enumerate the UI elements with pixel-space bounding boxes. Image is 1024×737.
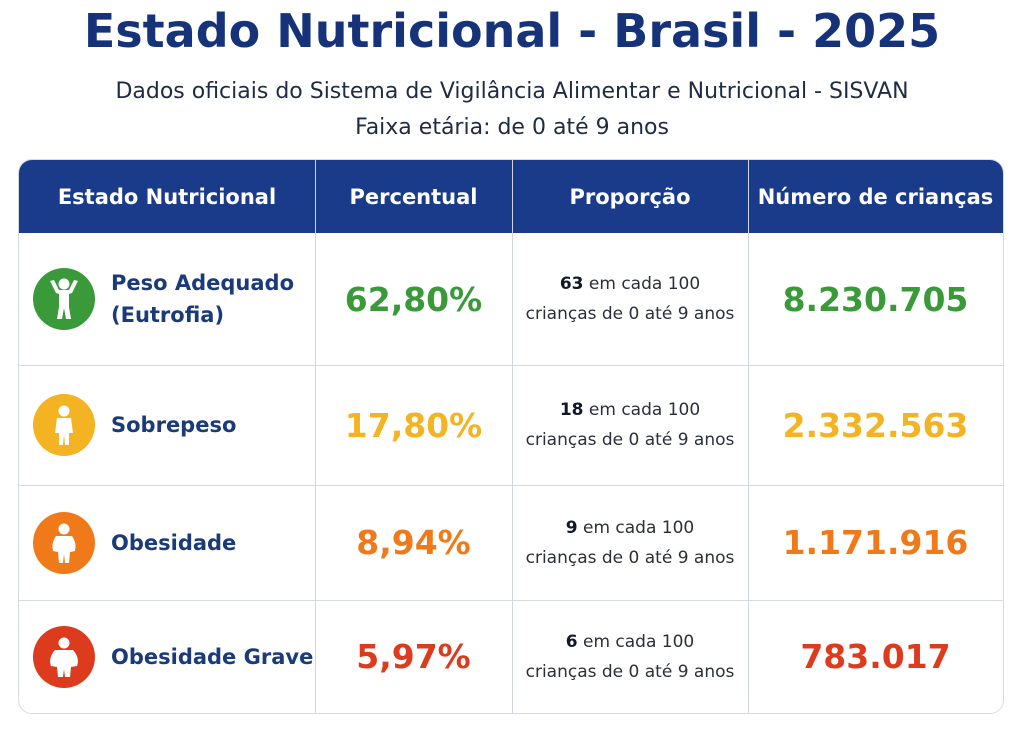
proportion-text: 63 em cada 100 crianças de 0 até 9 anos bbox=[526, 269, 735, 329]
row-divider bbox=[19, 600, 1003, 601]
page-title: Estado Nutricional - Brasil - 2025 bbox=[83, 4, 941, 58]
percent-cell: 62,80% bbox=[315, 233, 512, 365]
proportion-cell: 18 em cada 100 crianças de 0 até 9 anos bbox=[512, 365, 748, 485]
proportion-count: 63 bbox=[559, 274, 584, 294]
proportion-line2: crianças de 0 até 9 anos bbox=[525, 547, 735, 568]
count-cell: 1.171.916 bbox=[748, 485, 1003, 600]
percent-cell: 8,94% bbox=[315, 485, 512, 600]
nutrition-table: Estado Nutricional Percentual Proporção … bbox=[18, 159, 1004, 714]
column-header-count: Número de crianças bbox=[757, 184, 994, 209]
proportion-text: 6 em cada 100 crianças de 0 até 9 anos bbox=[526, 627, 735, 687]
percent-value: 62,80% bbox=[344, 279, 483, 319]
child-arms-up-icon bbox=[33, 268, 95, 330]
row-divider bbox=[19, 485, 1003, 486]
proportion-count: 18 bbox=[559, 400, 584, 420]
child-icon bbox=[33, 394, 95, 456]
subtitle-age-range: Faixa etária: de 0 até 9 anos bbox=[355, 115, 669, 140]
proportion-line2: crianças de 0 até 9 anos bbox=[525, 304, 735, 324]
column-header-proportion: Proporção bbox=[569, 184, 691, 209]
proportion-rest: em cada 100 bbox=[583, 400, 701, 420]
child-very-heavy-icon bbox=[33, 625, 95, 688]
status-label-line1: Sobrepeso bbox=[111, 413, 237, 437]
status-cell: Peso Adequado (Eutrofia) bbox=[19, 233, 315, 365]
children-count: 2.332.563 bbox=[782, 405, 969, 445]
count-cell: 8.230.705 bbox=[748, 233, 1003, 365]
status-cell: Sobrepeso bbox=[19, 365, 315, 485]
status-label: Obesidade bbox=[111, 527, 236, 559]
children-count: 8.230.705 bbox=[782, 279, 969, 319]
percent-value: 17,80% bbox=[344, 405, 483, 445]
proportion-line2: crianças de 0 até 9 anos bbox=[525, 430, 735, 450]
proportion-cell: 9 em cada 100 crianças de 0 até 9 anos bbox=[512, 485, 748, 600]
proportion-count: 9 bbox=[565, 517, 578, 538]
column-divider bbox=[512, 160, 513, 713]
proportion-rest: em cada 100 bbox=[577, 517, 695, 538]
status-label: Peso Adequado (Eutrofia) bbox=[111, 267, 294, 331]
proportion-count: 6 bbox=[565, 631, 578, 652]
count-cell: 2.332.563 bbox=[748, 365, 1003, 485]
status-cell: Obesidade bbox=[19, 485, 315, 600]
status-label: Sobrepeso bbox=[111, 409, 236, 441]
subtitle-source: Dados oficiais do Sistema de Vigilância … bbox=[115, 79, 909, 104]
child-heavy-icon bbox=[33, 511, 95, 574]
proportion-rest: em cada 100 bbox=[577, 631, 695, 652]
percent-cell: 5,97% bbox=[315, 600, 512, 713]
status-label: Obesidade Grave bbox=[111, 641, 313, 673]
proportion-line2: crianças de 0 até 9 anos bbox=[525, 661, 735, 682]
children-count: 1.171.916 bbox=[782, 523, 969, 562]
column-divider bbox=[315, 160, 316, 713]
column-header-status: Estado Nutricional bbox=[57, 184, 277, 209]
proportion-text: 9 em cada 100 crianças de 0 até 9 anos bbox=[526, 513, 735, 573]
count-cell: 783.017 bbox=[748, 600, 1003, 713]
proportion-rest: em cada 100 bbox=[583, 274, 701, 294]
percent-value: 5,97% bbox=[356, 637, 471, 676]
status-label-line2: (Eutrofia) bbox=[111, 303, 225, 327]
proportion-cell: 63 em cada 100 crianças de 0 até 9 anos bbox=[512, 233, 748, 365]
children-count: 783.017 bbox=[800, 637, 951, 676]
proportion-text: 18 em cada 100 crianças de 0 até 9 anos bbox=[526, 395, 735, 455]
status-label-line1: Obesidade bbox=[111, 530, 237, 555]
status-label-line1: Obesidade Grave bbox=[111, 644, 314, 669]
column-divider bbox=[748, 160, 749, 713]
percent-cell: 17,80% bbox=[315, 365, 512, 485]
table-header: Estado Nutricional Percentual Proporção … bbox=[19, 160, 1003, 233]
percent-value: 8,94% bbox=[356, 523, 471, 562]
proportion-cell: 6 em cada 100 crianças de 0 até 9 anos bbox=[512, 600, 748, 713]
column-header-percent: Percentual bbox=[349, 184, 478, 209]
status-label-line1: Peso Adequado bbox=[111, 271, 295, 295]
status-cell: Obesidade Grave bbox=[19, 600, 315, 713]
row-divider bbox=[19, 365, 1003, 366]
